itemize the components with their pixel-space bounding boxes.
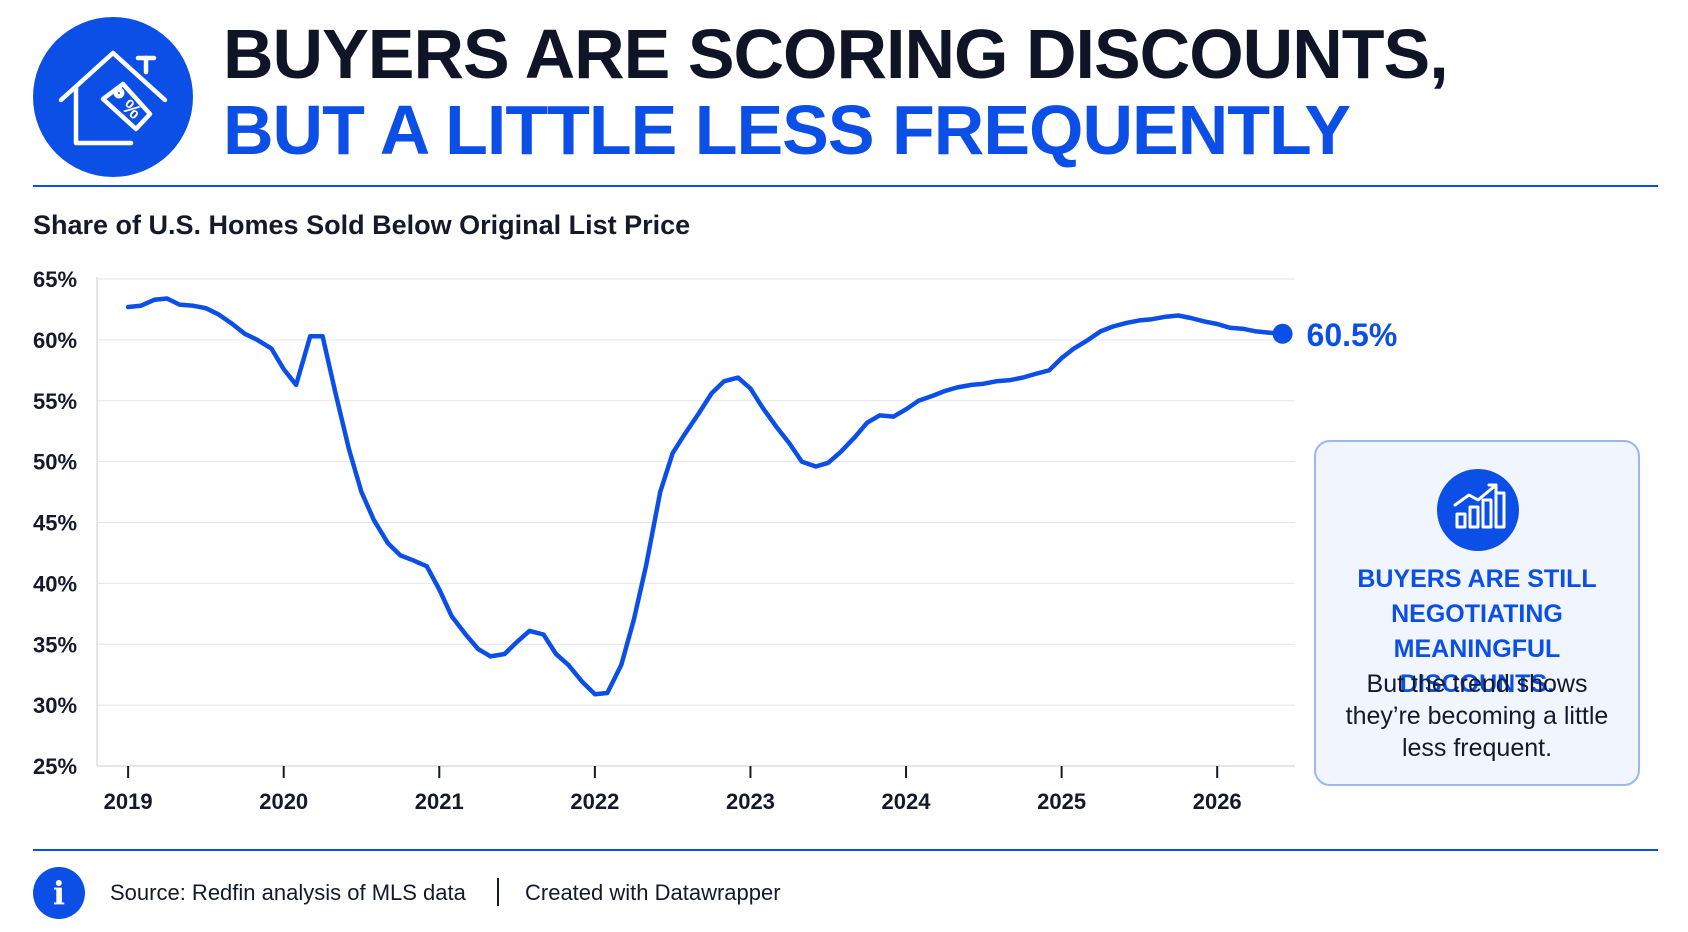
credit-note: Created with Datawrapper xyxy=(525,880,781,905)
series-line xyxy=(125,296,1285,697)
x-tick-label: 2026 xyxy=(1193,789,1242,814)
headline-line-2: but a little less frequently xyxy=(223,91,1351,169)
x-tick-label: 2025 xyxy=(1037,789,1086,814)
footer-separator xyxy=(497,878,499,906)
callout-box: Buyers are still negotiating meaningful … xyxy=(1314,440,1640,786)
source-note: Source: Redfin analysis of MLS data xyxy=(110,880,466,905)
y-tick-label: 50% xyxy=(33,450,77,475)
x-tick-label: 2020 xyxy=(259,789,308,814)
y-tick-label: 35% xyxy=(33,632,77,657)
x-tick-label: 2023 xyxy=(726,789,775,814)
chart-title: Share of U.S. Homes Sold Below Original … xyxy=(33,210,691,240)
bar-chart-trend-up-icon xyxy=(1437,469,1519,551)
end-point-marker xyxy=(1272,323,1293,344)
x-tick-label: 2024 xyxy=(882,789,932,814)
footer-divider xyxy=(33,849,1658,851)
y-tick-label: 55% xyxy=(33,389,77,414)
page-headline: Buyers are scoring discounts, but a litt… xyxy=(223,15,1449,169)
house-price-tag-icon: % xyxy=(33,17,193,177)
headline-line-1: Buyers are scoring discounts, xyxy=(223,15,1449,93)
y-tick-label: 60% xyxy=(33,328,77,353)
x-tick-label: 2022 xyxy=(570,789,619,814)
end-value-label: 60.5% xyxy=(1307,317,1398,353)
y-tick-label: 40% xyxy=(33,571,77,596)
callout-headline: Buyers are still negotiating meaningful … xyxy=(1357,565,1597,698)
y-tick-label: 65% xyxy=(33,267,77,292)
header-divider xyxy=(33,185,1658,187)
y-tick-label: 25% xyxy=(33,754,77,779)
callout-body: But the trend shows they’re becoming a l… xyxy=(1345,670,1609,762)
x-tick-label: 2021 xyxy=(415,789,464,814)
y-tick-label: 45% xyxy=(33,511,77,536)
y-tick-label: 30% xyxy=(33,693,77,718)
x-tick-label: 2019 xyxy=(104,789,153,814)
info-icon: i xyxy=(33,867,85,919)
